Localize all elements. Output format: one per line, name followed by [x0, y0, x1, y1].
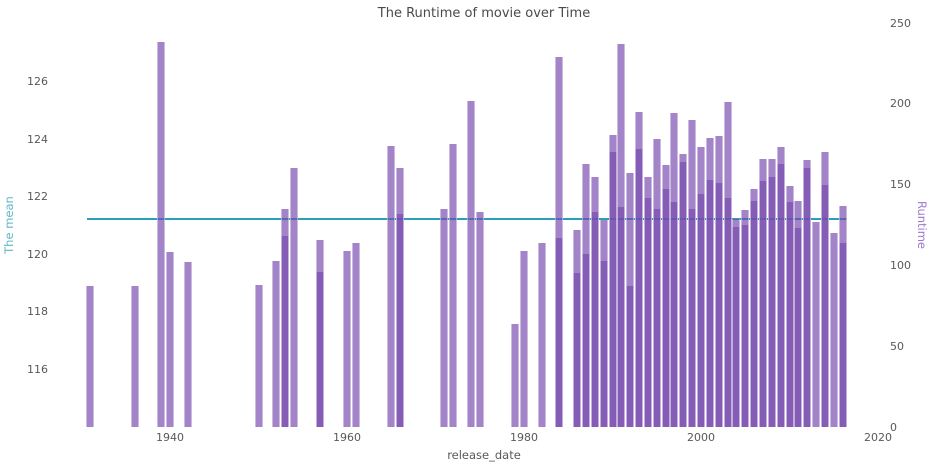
y-axis-label-right: Runtime: [915, 200, 929, 250]
runtime-bar: [838, 242, 847, 427]
runtime-bar: [679, 161, 688, 427]
runtime-bar: [537, 242, 546, 427]
x-axis-label: release_date: [447, 448, 521, 462]
x-tick-label: 1940: [156, 431, 184, 444]
runtime-bar: [440, 208, 449, 427]
runtime-bar: [272, 260, 281, 427]
runtime-bar: [343, 250, 351, 427]
runtime-bar: [785, 202, 794, 427]
runtime-bar: [812, 221, 821, 427]
y-right-tick-label: 100: [890, 258, 911, 272]
y-right-tick-label: 0: [890, 420, 897, 434]
runtime-bar: [697, 194, 705, 427]
y-right-tick-label: 150: [890, 178, 911, 192]
y-left-tick-label: 118: [27, 305, 48, 319]
runtime-bar: [829, 233, 838, 427]
runtime-bar: [520, 250, 528, 427]
runtime-bar: [396, 213, 405, 427]
y-left-tick-label: 126: [27, 75, 48, 89]
runtime-bar: [714, 182, 723, 427]
runtime-bar: [723, 197, 732, 427]
runtime-bar: [688, 208, 697, 427]
runtime-bar: [803, 168, 812, 427]
runtime-bar: [608, 152, 617, 427]
runtime-bar: [732, 226, 741, 427]
runtime-bar: [599, 260, 608, 427]
runtime-bar: [741, 225, 750, 427]
runtime-bar: [166, 252, 174, 427]
runtime-bar: [281, 236, 290, 427]
runtime-bar: [652, 208, 661, 427]
runtime-bar: [254, 284, 263, 427]
runtime-bar: [157, 42, 166, 427]
runtime-bar: [635, 149, 644, 427]
x-tick-label: 2020: [864, 431, 892, 444]
y-right-tick-label: 50: [890, 339, 904, 353]
runtime-bar: [316, 271, 325, 427]
runtime-bar: [758, 181, 767, 427]
runtime-bar: [820, 184, 829, 427]
y-right-tick-label: 250: [890, 16, 911, 30]
x-tick-label: 2000: [687, 431, 715, 444]
runtime-bar: [387, 145, 396, 427]
runtime-bar: [767, 176, 776, 427]
runtime-bar: [183, 262, 192, 427]
chart-title: The Runtime of movie over Time: [377, 6, 591, 21]
runtime-bar: [705, 179, 714, 427]
x-tick-label: 1980: [510, 431, 538, 444]
runtime-bar: [670, 202, 679, 427]
x-tick-label: 1960: [333, 431, 361, 444]
runtime-bar: [573, 273, 582, 427]
runtime-bar: [794, 228, 803, 427]
runtime-bar: [661, 189, 670, 427]
runtime-bar: [86, 286, 95, 427]
runtime-bar: [475, 212, 484, 427]
y-right-tick-label: 200: [890, 97, 911, 111]
runtime-bar: [555, 237, 564, 427]
runtime-bar: [130, 286, 139, 427]
runtime-bar: [351, 242, 360, 427]
runtime-bar: [643, 197, 652, 427]
runtime-bar: [466, 100, 475, 427]
runtime-bar: [590, 212, 599, 427]
runtime-bar: [626, 286, 635, 427]
y-left-tick-label: 122: [27, 190, 48, 204]
runtime-bar: [449, 144, 458, 427]
runtime-bar: [511, 323, 520, 427]
y-left-tick-label: 124: [27, 132, 48, 146]
y-left-tick-label: 120: [27, 247, 48, 261]
runtime-bar: [750, 200, 759, 427]
runtime-bar: [581, 254, 590, 427]
runtime-bar: [776, 163, 785, 427]
runtime-bar: [289, 168, 298, 427]
y-axis-label-left: The mean: [2, 196, 16, 254]
y-left-tick-label: 116: [27, 362, 48, 376]
runtime-bar: [617, 207, 626, 427]
